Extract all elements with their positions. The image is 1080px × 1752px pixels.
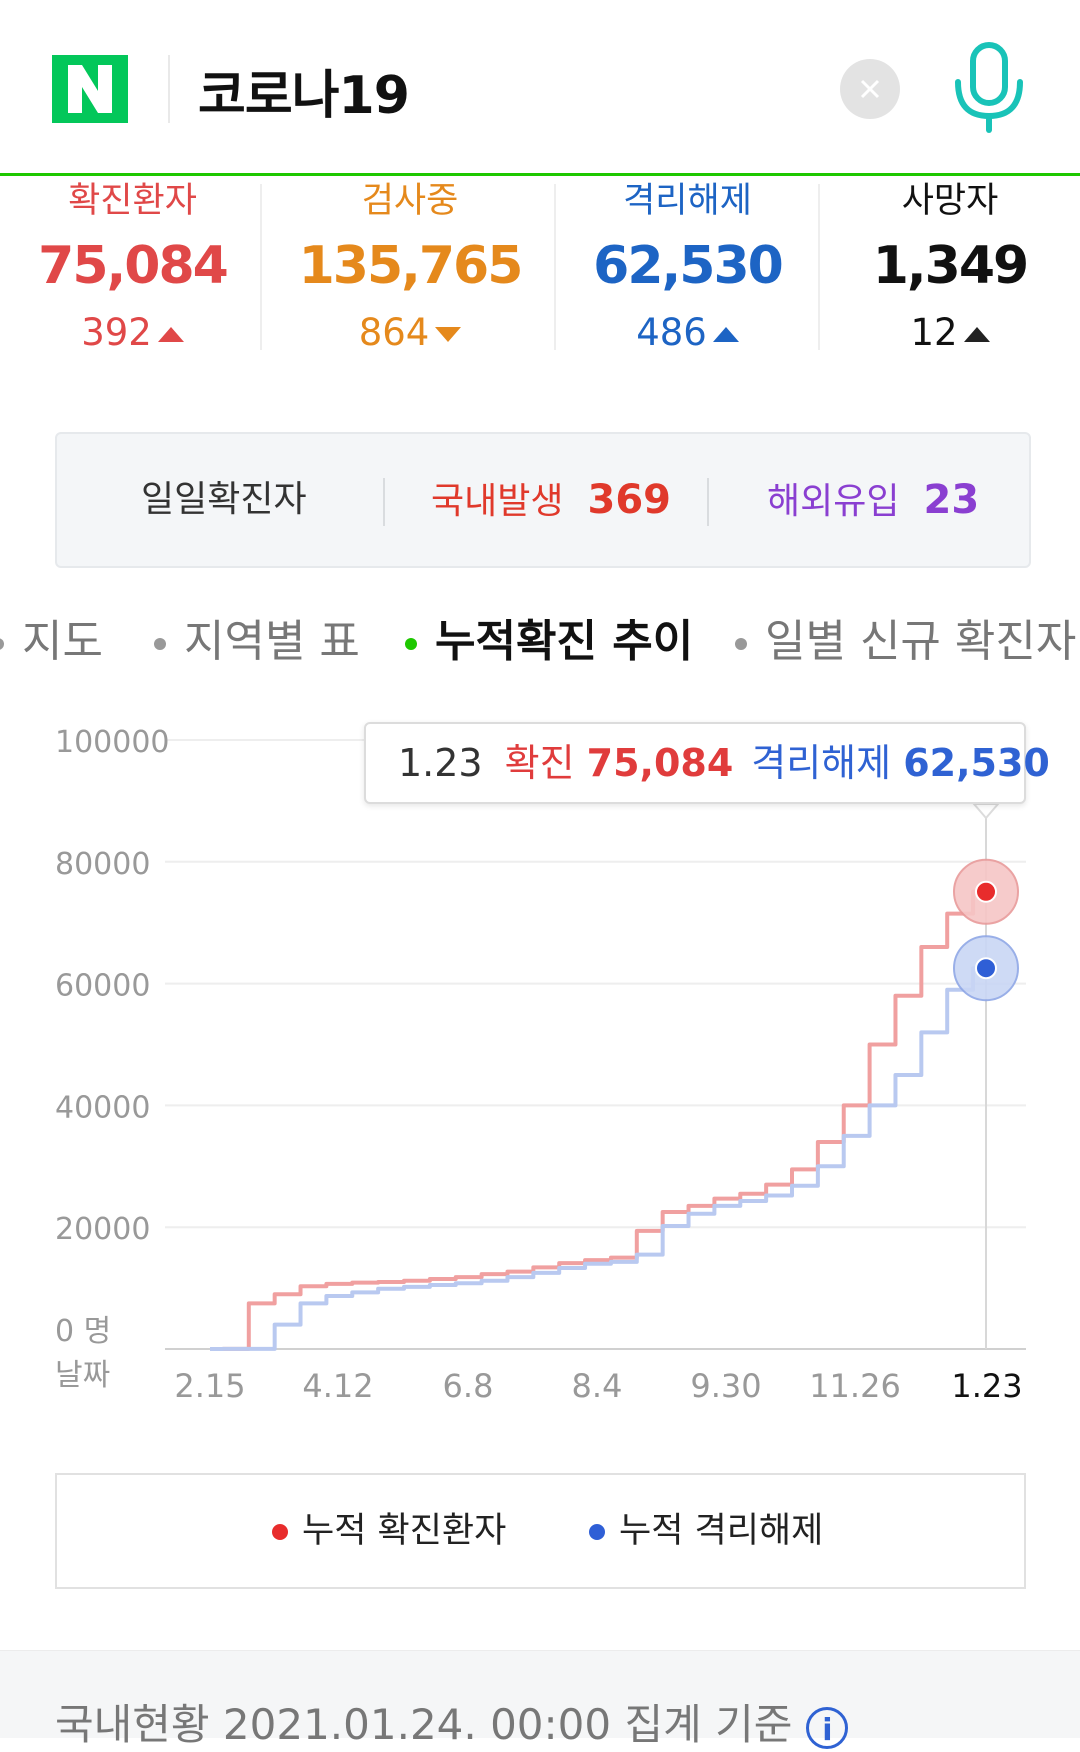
up-arrow-icon: [712, 327, 739, 342]
stat-change: 864: [280, 304, 540, 364]
x-tick-label: 1.23: [951, 1367, 1022, 1405]
red-dot-icon: [272, 1524, 288, 1540]
stat-label: 격리해제: [623, 181, 752, 221]
y-tick-label: 100000: [55, 725, 170, 760]
y-tick-label: 60000: [55, 969, 150, 1004]
daily-domestic: 국내발생 369: [431, 477, 671, 523]
daily-confirmed-box: 일일확진자 국내발생 369 해외유입 23: [55, 432, 1031, 568]
close-icon: [860, 79, 880, 99]
confirmed-marker: [975, 880, 997, 903]
stat-value: 135,765: [298, 236, 524, 296]
search-query[interactable]: 코로나19: [198, 66, 410, 126]
x-tick-label: 6.8: [443, 1367, 494, 1405]
daily-domestic-value: 369: [587, 477, 671, 523]
y-tick-label: 80000: [55, 847, 150, 882]
chart-tooltip: 1.23 확진 75,084 격리해제 62,530: [364, 722, 1050, 804]
chart-tabs: 지도 지역별 표 누적확진 추이 일별 신규 확진자: [0, 612, 1080, 672]
clear-search-button[interactable]: [840, 59, 900, 119]
daily-label: 일일확진자: [141, 479, 307, 520]
blue-dot-icon: [589, 1524, 605, 1540]
naver-logo-icon[interactable]: [52, 55, 128, 123]
footer: 국내현황 2021.01.24. 00:00 집계 기준 i: [0, 1650, 1080, 1749]
up-arrow-icon: [157, 327, 184, 342]
tooltip-released: 격리해제 62,530: [751, 741, 1050, 785]
stat-divider: [554, 184, 556, 350]
covid-stats: 확진환자 75,084 392 검사중 135,765 864 격리해제 62,…: [0, 178, 1080, 358]
voice-search-button[interactable]: [952, 42, 1026, 134]
bullet-icon: [405, 638, 417, 650]
tab-map[interactable]: 지도: [0, 612, 103, 672]
y-tick-label: 0 명: [55, 1314, 111, 1349]
bullet-icon: [154, 638, 166, 650]
search-header: 코로나19: [0, 0, 1080, 176]
footer-text: 국내현황 2021.01.24. 00:00 집계 기준 i: [55, 1691, 849, 1752]
stat-testing[interactable]: 검사중 135,765 864: [280, 178, 540, 358]
chart-legend: 누적 확진환자 누적 격리해제: [55, 1473, 1026, 1589]
released-series-line: [210, 966, 986, 1351]
tooltip-pointer: [971, 803, 1001, 820]
bullet-icon: [735, 638, 747, 650]
stat-label: 확진환자: [68, 181, 197, 221]
x-tick-label: 9.30: [690, 1367, 761, 1405]
y-tick-label: 40000: [55, 1090, 150, 1125]
y-tick-label: 20000: [55, 1212, 150, 1247]
tooltip-confirmed: 확진 75,084: [504, 741, 734, 785]
down-arrow-icon: [435, 327, 462, 342]
up-arrow-icon: [963, 327, 990, 342]
stat-divider: [260, 184, 262, 350]
stat-confirmed[interactable]: 확진환자 75,084 392: [10, 178, 255, 358]
stat-value: 75,084: [38, 236, 229, 296]
stat-change: 486: [565, 304, 810, 364]
x-tick-label: 11.26: [809, 1367, 901, 1405]
info-icon[interactable]: i: [806, 1706, 849, 1749]
daily-divider: [383, 478, 385, 526]
stat-change: 392: [10, 304, 255, 364]
daily-overseas: 해외유입 23: [767, 477, 980, 523]
tab-region-table[interactable]: 지역별 표: [154, 612, 360, 672]
stat-released[interactable]: 격리해제 62,530 486: [565, 178, 810, 358]
stat-divider: [818, 184, 820, 350]
x-tick-label: 8.4: [572, 1367, 623, 1405]
header-divider: [168, 55, 170, 123]
stat-deaths[interactable]: 사망자 1,349 12: [830, 178, 1070, 358]
daily-overseas-value: 23: [923, 477, 980, 523]
tab-daily-new[interactable]: 일별 신규 확진자: [735, 612, 1076, 672]
legend-item-confirmed[interactable]: 누적 확진환자: [272, 1475, 506, 1587]
stat-label: 사망자: [901, 181, 999, 221]
stat-label: 검사중: [361, 181, 459, 221]
microphone-icon: [955, 42, 1023, 133]
stat-change: 12: [830, 304, 1070, 364]
x-axis-label: 날짜: [55, 1358, 110, 1393]
daily-divider: [707, 478, 709, 526]
confirmed-series-line: [210, 889, 986, 1351]
x-tick-label: 4.12: [302, 1367, 373, 1405]
stat-value: 62,530: [593, 236, 784, 296]
bullet-icon: [0, 638, 4, 650]
legend-item-released[interactable]: 누적 격리해제: [589, 1475, 823, 1587]
released-marker: [975, 957, 997, 980]
tab-cumulative-trend[interactable]: 누적확진 추이: [405, 612, 693, 672]
stat-value: 1,349: [872, 236, 1029, 296]
tooltip-date: 1.23: [398, 741, 483, 785]
x-tick-label: 2.15: [174, 1367, 245, 1405]
